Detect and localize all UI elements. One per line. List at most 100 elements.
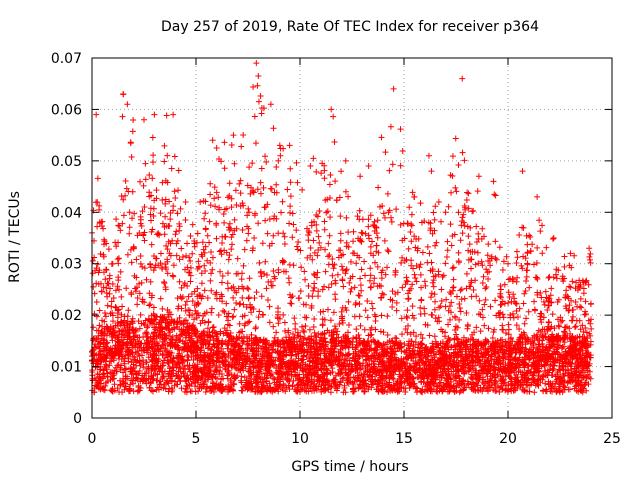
data-point <box>409 312 416 319</box>
data-point <box>582 298 589 305</box>
data-point <box>378 312 385 319</box>
data-point <box>173 332 180 339</box>
data-point <box>164 270 171 277</box>
data-point <box>470 207 477 214</box>
data-point <box>189 221 196 228</box>
data-point <box>97 251 104 258</box>
data-point <box>346 279 353 286</box>
data-point <box>96 322 103 329</box>
data-point <box>475 230 482 237</box>
data-point <box>432 242 439 249</box>
data-point <box>368 238 375 245</box>
data-point <box>224 345 231 352</box>
data-point <box>240 262 247 269</box>
data-point <box>270 268 277 275</box>
data-point <box>295 238 302 245</box>
data-point <box>119 113 126 120</box>
data-point <box>433 239 440 246</box>
data-point <box>406 204 413 211</box>
data-point <box>255 220 262 227</box>
data-point <box>149 175 156 182</box>
data-point <box>251 295 258 302</box>
data-point <box>411 233 418 240</box>
data-point <box>414 344 421 351</box>
data-point <box>327 214 334 221</box>
data-point <box>531 389 538 396</box>
data-point <box>162 200 169 207</box>
data-point <box>170 273 177 280</box>
data-point <box>499 298 506 305</box>
data-point <box>465 233 472 240</box>
data-point <box>266 242 273 249</box>
data-point <box>111 381 118 388</box>
data-point <box>237 300 244 307</box>
data-point <box>361 258 368 265</box>
data-point <box>345 298 352 305</box>
data-point <box>292 326 299 333</box>
data-point <box>239 200 246 207</box>
data-point <box>193 239 200 246</box>
data-point <box>338 168 345 175</box>
data-point <box>301 329 308 336</box>
data-point <box>419 335 426 342</box>
data-point <box>436 380 443 387</box>
data-point <box>217 247 224 254</box>
data-point <box>198 280 205 287</box>
data-point <box>382 149 389 156</box>
data-point <box>542 330 549 337</box>
data-point <box>157 210 164 217</box>
data-point <box>221 309 228 316</box>
data-point <box>472 261 479 268</box>
data-point <box>262 153 269 160</box>
data-point <box>485 325 492 332</box>
data-point <box>162 213 169 220</box>
data-point <box>447 290 454 297</box>
data-point <box>176 278 183 285</box>
data-point <box>186 269 193 276</box>
data-point <box>446 316 453 323</box>
data-point <box>204 232 211 239</box>
data-point <box>418 284 425 291</box>
data-point <box>231 306 238 313</box>
data-point <box>452 135 459 142</box>
data-point <box>530 261 537 268</box>
data-point <box>508 388 515 395</box>
data-point <box>424 243 431 250</box>
data-point <box>223 332 230 339</box>
data-point <box>133 371 140 378</box>
data-point <box>481 301 488 308</box>
data-point <box>522 288 529 295</box>
data-point <box>548 285 555 292</box>
data-point <box>263 272 270 279</box>
data-points <box>89 60 595 396</box>
data-point <box>259 311 266 318</box>
data-point <box>555 322 562 329</box>
data-point <box>399 254 406 261</box>
data-point <box>122 352 129 359</box>
data-point <box>230 313 237 320</box>
data-point <box>258 110 265 117</box>
data-point <box>587 250 594 257</box>
data-point <box>477 311 484 318</box>
data-point <box>470 287 477 294</box>
data-point <box>417 304 424 311</box>
data-point <box>479 225 486 232</box>
data-point <box>170 262 177 269</box>
data-point <box>560 343 567 350</box>
data-point <box>331 139 338 146</box>
data-point <box>239 226 246 233</box>
data-point <box>223 205 230 212</box>
data-point <box>588 325 595 332</box>
data-point <box>189 298 196 305</box>
data-point <box>577 326 584 333</box>
data-point <box>94 223 101 230</box>
data-point <box>377 328 384 335</box>
data-point <box>404 307 411 314</box>
data-point <box>571 252 578 259</box>
data-point <box>492 238 499 245</box>
data-point <box>553 275 560 282</box>
data-point <box>413 278 420 285</box>
data-point <box>204 295 211 302</box>
data-point <box>225 256 232 263</box>
